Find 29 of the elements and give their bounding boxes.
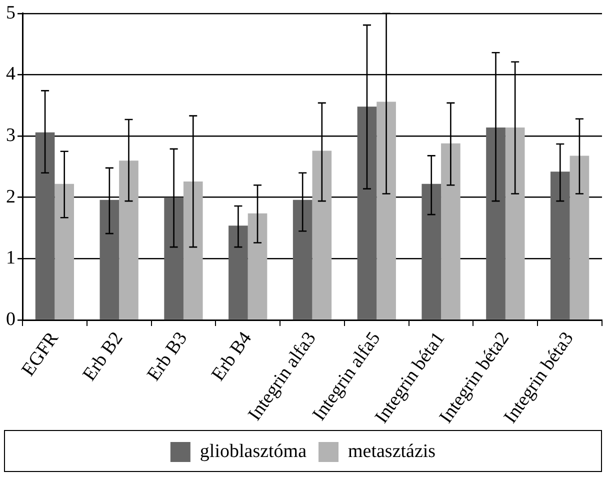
bar	[164, 197, 184, 320]
bar	[312, 150, 332, 320]
bar	[376, 102, 396, 320]
bar	[441, 143, 460, 320]
y-tick-label: 5	[6, 2, 16, 24]
y-tick-label: 3	[6, 125, 16, 146]
bar	[486, 127, 506, 320]
legend-label: metasztázis	[348, 440, 436, 462]
x-tick-label: Erb B2	[78, 328, 128, 385]
bar	[357, 106, 377, 320]
bar	[422, 184, 442, 320]
y-tick-label: 0	[6, 309, 16, 330]
x-tick-label: Erb B4	[208, 328, 256, 385]
y-tick-label: 1	[6, 248, 16, 269]
bar	[35, 132, 55, 320]
bar	[570, 156, 590, 320]
bar	[505, 127, 525, 320]
x-tick-label: Erb B3	[143, 328, 192, 385]
bar	[54, 184, 74, 320]
bar	[550, 172, 570, 320]
bar	[119, 160, 138, 320]
bar	[228, 226, 248, 320]
bar	[248, 213, 268, 320]
legend-label: glioblasztóma	[200, 440, 308, 462]
bar	[183, 181, 203, 320]
bar	[292, 200, 312, 320]
y-tick-label: 2	[6, 186, 16, 208]
bar	[100, 200, 120, 320]
y-tick-label: 4	[6, 64, 16, 85]
